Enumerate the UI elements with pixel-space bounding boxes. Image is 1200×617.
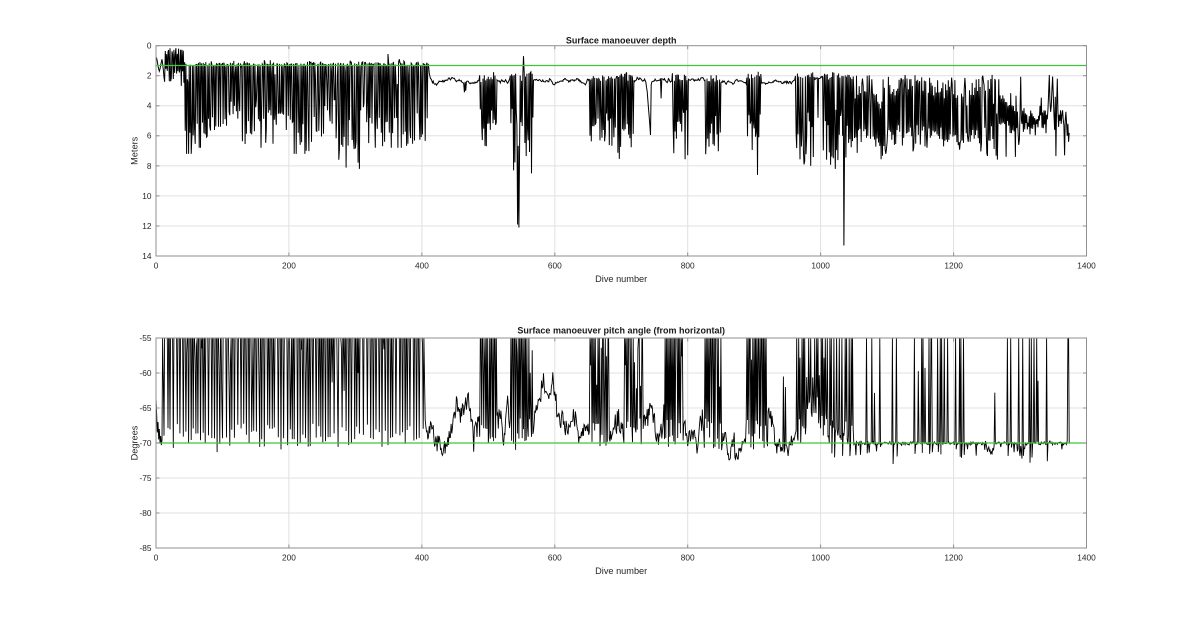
svg-text:8: 8: [147, 161, 152, 171]
svg-text:4: 4: [147, 101, 152, 111]
svg-text:-75: -75: [140, 473, 152, 483]
svg-text:-60: -60: [140, 368, 152, 378]
svg-text:Degrees: Degrees: [130, 425, 140, 460]
svg-text:-80: -80: [140, 508, 152, 518]
svg-text:200: 200: [282, 552, 296, 562]
svg-text:10: 10: [142, 191, 152, 201]
svg-text:1200: 1200: [944, 552, 963, 562]
svg-text:-70: -70: [140, 438, 152, 448]
svg-text:1000: 1000: [811, 260, 830, 270]
svg-text:12: 12: [142, 221, 152, 231]
svg-text:-55: -55: [140, 333, 152, 343]
svg-text:400: 400: [415, 260, 429, 270]
svg-text:Dive number: Dive number: [595, 566, 647, 576]
svg-text:600: 600: [548, 552, 562, 562]
svg-text:Surface manoeuver pitch angle: Surface manoeuver pitch angle (from hori…: [517, 325, 725, 335]
svg-text:0: 0: [154, 260, 159, 270]
svg-text:600: 600: [548, 260, 562, 270]
svg-text:400: 400: [415, 552, 429, 562]
svg-text:2: 2: [147, 71, 152, 81]
svg-text:1000: 1000: [811, 552, 830, 562]
svg-text:0: 0: [147, 41, 152, 51]
svg-text:800: 800: [681, 552, 695, 562]
svg-text:1400: 1400: [1077, 552, 1096, 562]
svg-text:6: 6: [147, 131, 152, 141]
svg-text:1400: 1400: [1077, 260, 1096, 270]
svg-text:Dive number: Dive number: [595, 274, 647, 284]
svg-text:1200: 1200: [944, 260, 963, 270]
svg-text:-65: -65: [140, 403, 152, 413]
svg-text:Surface manoeuver depth: Surface manoeuver depth: [566, 36, 677, 46]
svg-text:0: 0: [154, 552, 159, 562]
svg-text:14: 14: [142, 251, 152, 261]
svg-text:200: 200: [282, 260, 296, 270]
svg-text:-85: -85: [140, 543, 152, 553]
svg-text:Meters: Meters: [130, 136, 140, 164]
svg-text:800: 800: [681, 260, 695, 270]
